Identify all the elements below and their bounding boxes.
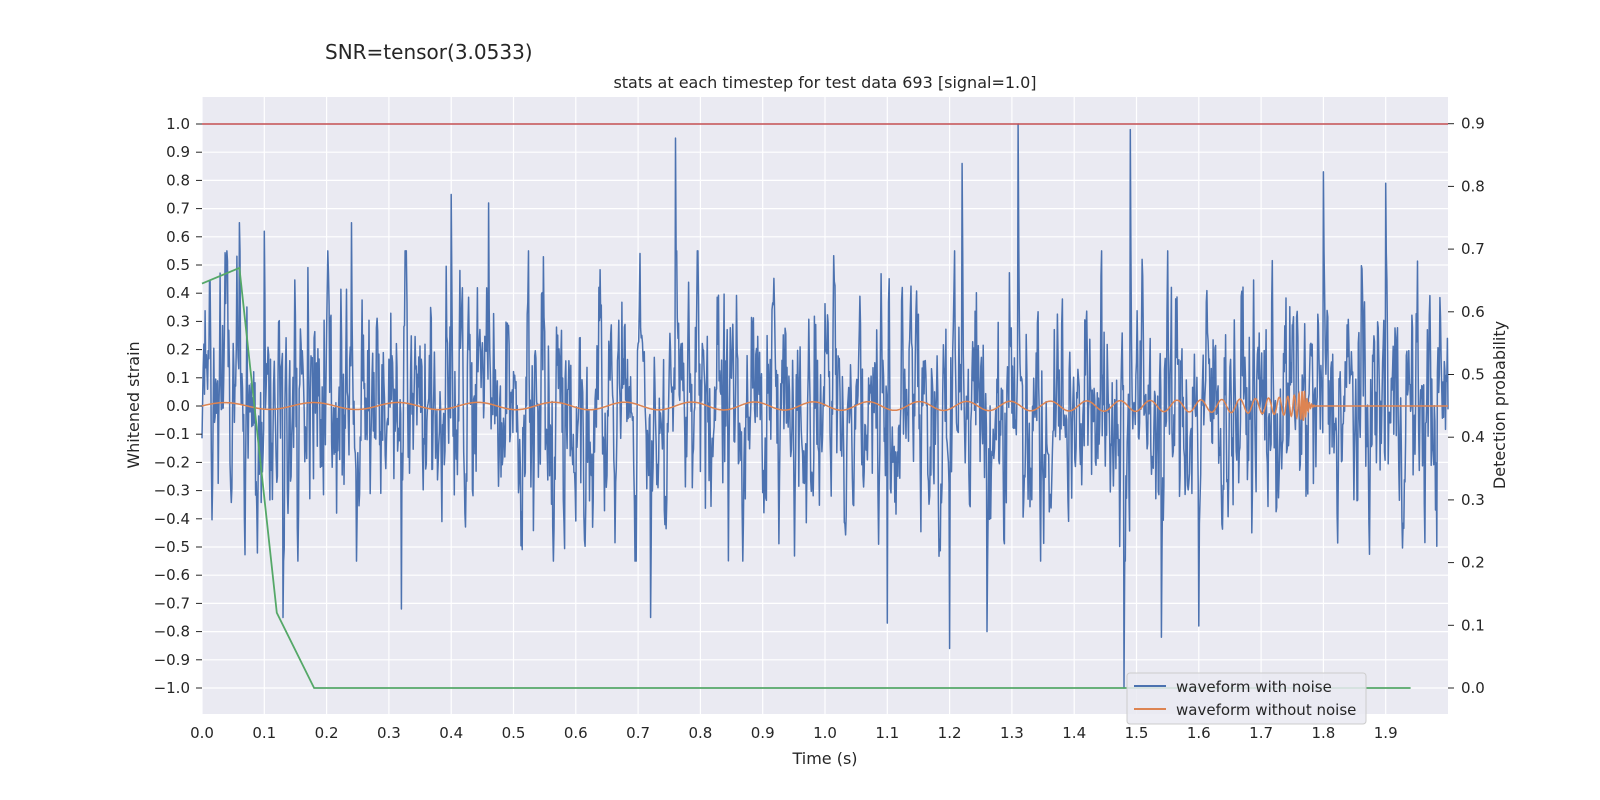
- y-tick-label: 0.4: [166, 284, 190, 302]
- y-tick-label: 0.3: [166, 312, 190, 330]
- x-tick-label: 1.9: [1374, 724, 1398, 742]
- y-tick-label: 0.7: [166, 200, 190, 218]
- x-tick-label: 0.3: [377, 724, 401, 742]
- y-tick-label: 0.8: [166, 171, 190, 189]
- series-line-noisy: [201, 123, 1449, 689]
- y-tick-label: 1.0: [166, 115, 190, 133]
- y2-tick-label: 0.1: [1461, 616, 1485, 634]
- y-tick-label: −1.0: [154, 679, 190, 697]
- legend-label-noisy: waveform with noise: [1176, 678, 1332, 696]
- x-tick-label: 1.4: [1062, 724, 1086, 742]
- y2-axis-label: Detection probability: [1490, 321, 1509, 489]
- y2-tick-label: 0.5: [1461, 366, 1485, 384]
- x-tick-label: 0.4: [439, 724, 463, 742]
- y-tick-label: −0.7: [154, 594, 190, 612]
- legend-box: [1126, 672, 1367, 725]
- x-axis-label: Time (s): [791, 749, 857, 768]
- x-tick-label: 1.3: [1000, 724, 1024, 742]
- y-tick-label: −0.3: [154, 482, 190, 500]
- x-tick-label: 1.0: [813, 724, 837, 742]
- y-tick-label: −0.2: [154, 453, 190, 471]
- y-tick-label: −0.1: [154, 425, 190, 443]
- y2-tick-label: 0.2: [1461, 554, 1485, 572]
- y2-tick-label: 0.0: [1461, 679, 1485, 697]
- x-tick-label: 1.2: [938, 724, 962, 742]
- y2-tick-label: 0.6: [1461, 303, 1485, 321]
- x-tick-label: 1.7: [1249, 724, 1273, 742]
- y-tick-label: −0.4: [154, 510, 190, 528]
- y-tick-label: −0.6: [154, 566, 190, 584]
- y-tick-label: −0.8: [154, 623, 190, 641]
- x-tick-label: 0.2: [315, 724, 339, 742]
- y2-tick-label: 0.7: [1461, 240, 1485, 258]
- chart-title: stats at each timestep for test data 693…: [613, 73, 1036, 92]
- x-tick-label: 0.5: [502, 724, 526, 742]
- series-line-clean: [202, 390, 1448, 421]
- y2-tick-label: 0.3: [1461, 491, 1485, 509]
- x-tick-label: 1.5: [1125, 724, 1149, 742]
- y-tick-label: 0.1: [166, 369, 190, 387]
- y-tick-label: −0.9: [154, 651, 190, 669]
- x-tick-label: 1.8: [1311, 724, 1335, 742]
- x-tick-label: 0.0: [190, 724, 214, 742]
- series-layer: [201, 123, 1449, 689]
- figure-suptitle: SNR=tensor(3.0533): [325, 40, 533, 64]
- y-tick-label: 0.6: [166, 228, 190, 246]
- y2-tick-label: 0.4: [1461, 428, 1485, 446]
- y2-tick-label: 0.9: [1461, 115, 1485, 133]
- x-tick-label: 0.8: [688, 724, 712, 742]
- y-axis-label: Whitened strain: [124, 341, 143, 468]
- y-tick-label: −0.5: [154, 538, 190, 556]
- y-tick-label: 0.5: [166, 256, 190, 274]
- legend: waveform with noise waveform without noi…: [1126, 672, 1367, 725]
- legend-label-clean: waveform without noise: [1176, 701, 1356, 719]
- x-tick-label: 0.6: [564, 724, 588, 742]
- x-tick-label: 0.1: [252, 724, 276, 742]
- y-tick-label: 0.2: [166, 341, 190, 359]
- x-tick-label: 1.1: [875, 724, 899, 742]
- x-tick-label: 0.7: [626, 724, 650, 742]
- y-tick-label: 0.0: [166, 397, 190, 415]
- y2-tick-label: 0.8: [1461, 177, 1485, 195]
- x-tick-label: 0.9: [751, 724, 775, 742]
- series-line-detection-probability: [201, 266, 1411, 689]
- ticks: 0.0 0.1 0.2 0.3 0.4 0.5 0.6 0.7 0.8 0.9 1.0 1.1 1.2 1…: [154, 115, 1485, 742]
- x-tick-label: 1.6: [1187, 724, 1211, 742]
- y-tick-label: 0.9: [166, 143, 190, 161]
